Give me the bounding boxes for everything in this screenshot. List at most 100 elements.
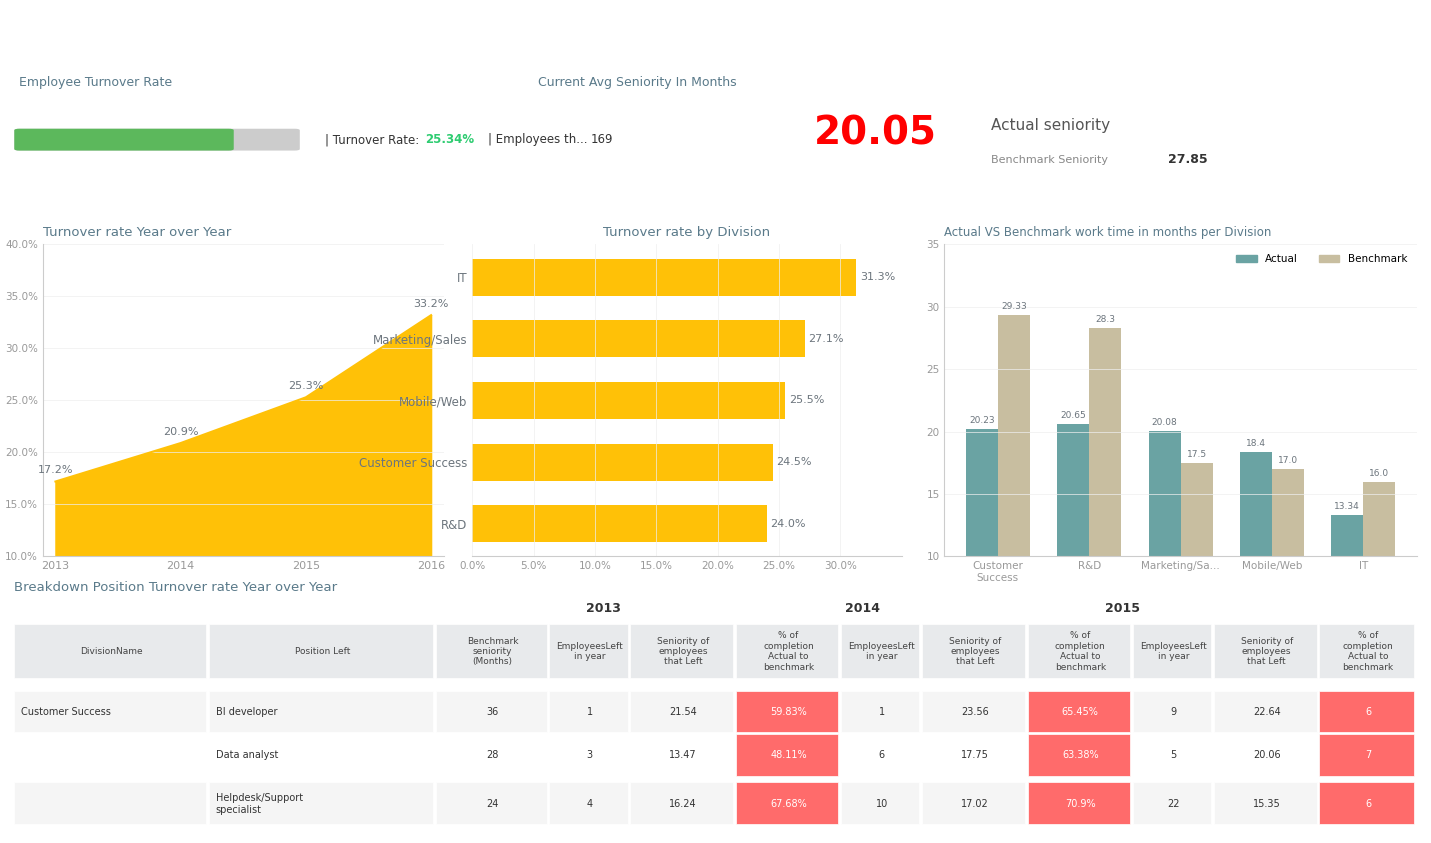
FancyBboxPatch shape	[631, 625, 733, 679]
Text: Seniority of
employees
that Left: Seniority of employees that Left	[657, 636, 710, 666]
Text: 1: 1	[587, 707, 592, 717]
FancyBboxPatch shape	[436, 733, 547, 776]
Text: 25.34%: 25.34%	[425, 133, 474, 146]
FancyBboxPatch shape	[436, 782, 547, 824]
Text: 22: 22	[1168, 799, 1179, 809]
FancyBboxPatch shape	[841, 733, 919, 776]
FancyBboxPatch shape	[922, 625, 1025, 679]
Text: 23.56: 23.56	[962, 707, 989, 717]
Text: 10: 10	[876, 799, 887, 809]
FancyBboxPatch shape	[1213, 733, 1317, 776]
Text: 20.9%: 20.9%	[163, 427, 199, 437]
Text: | Employees th...: | Employees th...	[488, 133, 587, 146]
FancyBboxPatch shape	[550, 690, 628, 733]
Text: Turnover rate Year over Year: Turnover rate Year over Year	[43, 226, 232, 239]
Bar	[1239, 452, 1272, 681]
Text: Seniority of
employees
that Left: Seniority of employees that Left	[1241, 636, 1292, 666]
Text: 27.1%: 27.1%	[809, 334, 844, 344]
FancyBboxPatch shape	[14, 129, 301, 151]
Text: Helpdesk/Support
specialist: Helpdesk/Support specialist	[216, 793, 303, 814]
FancyBboxPatch shape	[922, 733, 1025, 776]
Text: 20.08: 20.08	[1152, 418, 1178, 427]
FancyBboxPatch shape	[631, 782, 733, 824]
FancyBboxPatch shape	[1027, 733, 1130, 776]
Text: 13.47: 13.47	[670, 750, 697, 760]
Text: Benchmark
seniority
(Months): Benchmark seniority (Months)	[467, 636, 518, 666]
Text: Benchmark Seniority: Benchmark Seniority	[990, 155, 1108, 165]
Text: 20.23: 20.23	[969, 416, 995, 425]
Text: BI developer: BI developer	[216, 707, 278, 717]
Text: 2013: 2013	[585, 602, 621, 615]
FancyBboxPatch shape	[1319, 782, 1414, 824]
Bar	[1181, 463, 1212, 681]
Text: 48.11%: 48.11%	[770, 750, 807, 760]
Text: 70.9%: 70.9%	[1065, 799, 1096, 809]
Text: Position Left: Position Left	[295, 647, 351, 656]
Text: 6: 6	[1365, 707, 1371, 717]
Text: Current Avg Seniority In Months: Current Avg Seniority In Months	[538, 76, 737, 89]
FancyBboxPatch shape	[1027, 625, 1130, 679]
Text: EmployeesLeft
in year: EmployeesLeft in year	[557, 642, 624, 661]
Text: Breakdown Position Turnover rate Year over Year: Breakdown Position Turnover rate Year ov…	[14, 582, 338, 594]
Text: 67.68%: 67.68%	[770, 799, 807, 809]
Text: 16.24: 16.24	[670, 799, 697, 809]
Text: 24: 24	[487, 799, 499, 809]
FancyBboxPatch shape	[550, 782, 628, 824]
Text: 63.38%: 63.38%	[1062, 750, 1099, 760]
Bar	[1149, 431, 1181, 681]
Text: Employee Turnover Rate: Employee Turnover Rate	[20, 76, 173, 89]
Text: 59.83%: 59.83%	[770, 707, 807, 717]
Text: 33.2%: 33.2%	[414, 299, 449, 309]
Text: Customer Success: Customer Success	[21, 707, 112, 717]
FancyBboxPatch shape	[1133, 733, 1211, 776]
Text: 6: 6	[879, 750, 884, 760]
Text: 25.5%: 25.5%	[788, 395, 824, 405]
Text: 28: 28	[487, 750, 499, 760]
Text: 29.33: 29.33	[1002, 303, 1027, 311]
FancyBboxPatch shape	[1133, 690, 1211, 733]
FancyBboxPatch shape	[550, 733, 628, 776]
FancyBboxPatch shape	[436, 625, 547, 679]
Text: 7: 7	[1365, 750, 1371, 760]
FancyBboxPatch shape	[14, 129, 233, 151]
FancyBboxPatch shape	[209, 733, 434, 776]
FancyBboxPatch shape	[14, 625, 206, 679]
Text: 1: 1	[879, 707, 884, 717]
Text: 17.75: 17.75	[962, 750, 989, 760]
Text: 18.4: 18.4	[1246, 439, 1266, 448]
FancyBboxPatch shape	[736, 625, 839, 679]
Bar	[1331, 515, 1364, 681]
Text: 65.45%: 65.45%	[1062, 707, 1099, 717]
Text: 17.5: 17.5	[1186, 450, 1206, 459]
Text: 17.2%: 17.2%	[37, 465, 73, 475]
FancyBboxPatch shape	[922, 690, 1025, 733]
Text: 17.02: 17.02	[962, 799, 989, 809]
FancyBboxPatch shape	[922, 782, 1025, 824]
FancyBboxPatch shape	[1213, 625, 1317, 679]
Bar	[472, 259, 856, 296]
Text: 6: 6	[1365, 799, 1371, 809]
Text: 31.3%: 31.3%	[860, 272, 894, 282]
Text: 2014: 2014	[846, 602, 880, 615]
Text: Seniority of
employees
that Left: Seniority of employees that Left	[949, 636, 1002, 666]
FancyBboxPatch shape	[1319, 625, 1414, 679]
Text: 22.64: 22.64	[1254, 707, 1281, 717]
FancyBboxPatch shape	[209, 625, 434, 679]
FancyBboxPatch shape	[14, 690, 206, 733]
FancyBboxPatch shape	[1319, 733, 1414, 776]
Text: DivisionName: DivisionName	[80, 647, 143, 656]
FancyBboxPatch shape	[841, 782, 919, 824]
Bar	[1089, 328, 1122, 681]
Text: 5: 5	[1171, 750, 1176, 760]
Bar	[1364, 481, 1395, 681]
Bar	[1272, 469, 1304, 681]
Text: 4: 4	[587, 799, 592, 809]
Text: 27.85: 27.85	[1168, 153, 1208, 166]
FancyBboxPatch shape	[736, 782, 839, 824]
Legend: Actual, Benchmark: Actual, Benchmark	[1232, 250, 1411, 268]
Text: Actual seniority: Actual seniority	[990, 118, 1110, 133]
Text: 16.0: 16.0	[1369, 469, 1390, 478]
Text: | Turnover Rate:: | Turnover Rate:	[325, 133, 419, 146]
Text: 3: 3	[587, 750, 592, 760]
FancyBboxPatch shape	[1133, 782, 1211, 824]
